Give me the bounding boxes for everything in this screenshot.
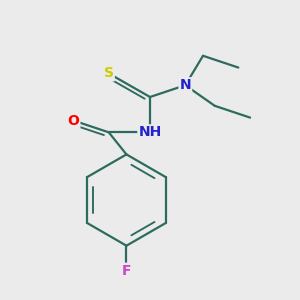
- Text: S: S: [104, 66, 114, 80]
- Text: F: F: [122, 264, 131, 278]
- Text: N: N: [179, 78, 191, 92]
- Text: O: O: [68, 114, 80, 128]
- Text: NH: NH: [138, 125, 162, 139]
